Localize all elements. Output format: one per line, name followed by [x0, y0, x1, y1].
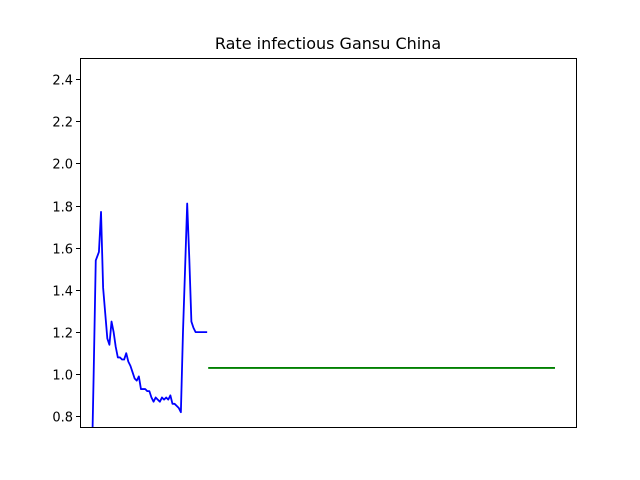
y-tick-label: 1.4	[52, 285, 73, 300]
chart-title: Rate infectious Gansu China	[215, 34, 441, 53]
axes-frame	[80, 58, 577, 428]
y-tick-label: 2.4	[52, 74, 73, 89]
y-tick-label: 0.8	[52, 411, 73, 426]
y-tick-label: 2.0	[52, 158, 73, 173]
y-tick-label: 1.0	[52, 369, 73, 384]
y-tick-label: 1.6	[52, 243, 73, 258]
y-tick-label: 2.2	[52, 116, 73, 131]
plot-area	[91, 202, 555, 427]
y-axis: 0.8 1.0 1.2 1.4 1.6 1.8 2.0 2.2 2.4	[52, 74, 80, 426]
y-tick-label: 1.2	[52, 327, 73, 342]
y-tick-label: 1.8	[52, 201, 73, 216]
series-line-1	[91, 202, 208, 427]
